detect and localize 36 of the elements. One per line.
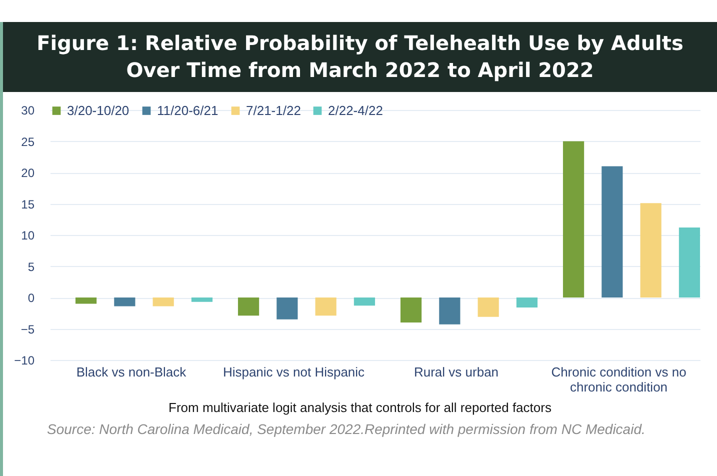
bar <box>114 298 136 306</box>
legend-label: 3/20-10/20 <box>67 102 130 118</box>
x-axis-title: From multivariate logit analysis that controls for all reported factors <box>168 400 552 415</box>
x-tick-label: Hispanic vs not Hispanic <box>222 364 366 380</box>
legend-label: 2/22-4/22 <box>328 102 383 118</box>
y-tick-label: 20 <box>21 166 35 180</box>
bar <box>640 203 662 298</box>
bar <box>315 298 336 316</box>
bar <box>191 298 213 302</box>
bar <box>238 298 260 316</box>
x-tick-label: Rural vs urban <box>414 364 499 380</box>
x-tick-label: Black vs non-Black <box>76 364 187 380</box>
y-tick-label: 10 <box>21 228 35 242</box>
x-tick-label: Chronic condition vs no chronic condition <box>551 364 686 394</box>
chart-title: Figure 1: Relative Probability of Telehealth Use by Adults Over Time from March 2022 to April 2022 <box>3 22 717 92</box>
bar <box>354 298 376 306</box>
y-tick-label: −10 <box>14 354 35 368</box>
y-tick-label: −5 <box>20 322 35 336</box>
bar <box>516 298 538 308</box>
bar <box>478 298 499 317</box>
source-note: Source: North Carolina Medicaid, September 2022.Reprinted with permission from NC Medicaid. <box>47 421 646 437</box>
legend-label: 7/21-1/22 <box>246 102 301 118</box>
bar <box>75 298 97 304</box>
bar <box>276 298 298 320</box>
legend-label: 11/20-6/21 <box>157 102 218 118</box>
bar <box>678 228 700 298</box>
y-tick-label: 30 <box>21 104 35 118</box>
y-tick-label: 5 <box>28 260 35 274</box>
bar <box>562 141 584 298</box>
bar <box>602 166 623 298</box>
y-tick-label: 25 <box>21 134 35 149</box>
bar <box>152 298 174 306</box>
bar <box>400 298 422 322</box>
bar <box>439 298 460 324</box>
y-tick-label: 0 <box>28 291 35 305</box>
y-tick-label: 15 <box>21 197 35 212</box>
